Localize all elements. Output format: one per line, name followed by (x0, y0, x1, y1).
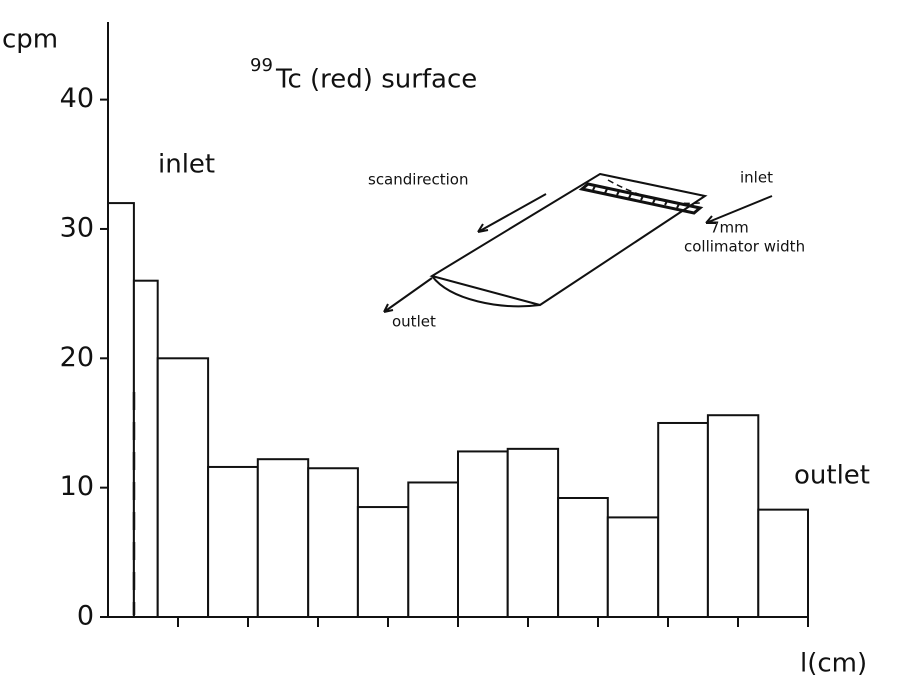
y-tick-label: 20 (60, 342, 94, 373)
bar (256, 458, 310, 618)
diagram-label: scandirection (368, 171, 469, 189)
diagram-label: outlet (392, 313, 436, 331)
bar (207, 465, 259, 618)
y-axis-label: cpm (2, 25, 58, 55)
chart-title: Tc (red) surface (275, 65, 477, 95)
y-tick-label: 10 (60, 471, 94, 502)
bar (132, 279, 159, 618)
annotation: inlet (158, 150, 215, 180)
bar (156, 357, 210, 618)
bar (757, 508, 809, 618)
y-tick-label: 0 (77, 601, 94, 632)
bar (606, 516, 660, 618)
bar (457, 450, 509, 618)
y-tick-label: 40 (60, 83, 94, 114)
bar (557, 497, 609, 618)
y-tick-label: 30 (60, 212, 94, 243)
diagram-label: inlet (740, 169, 773, 187)
x-axis-label: l(cm) (800, 649, 867, 679)
bar (107, 202, 135, 619)
bar (407, 481, 459, 619)
x-tick-marks (177, 617, 809, 627)
bar (307, 467, 359, 618)
bar (356, 506, 410, 619)
diagram-label: 7mm (710, 219, 749, 237)
annotation: outlet (794, 461, 870, 491)
bar (657, 421, 709, 619)
diagram-label: collimator width (684, 238, 805, 256)
bar (706, 414, 760, 618)
bar (506, 447, 560, 619)
title-superscript: 99 (250, 55, 273, 76)
inset-diagram (383, 172, 773, 313)
